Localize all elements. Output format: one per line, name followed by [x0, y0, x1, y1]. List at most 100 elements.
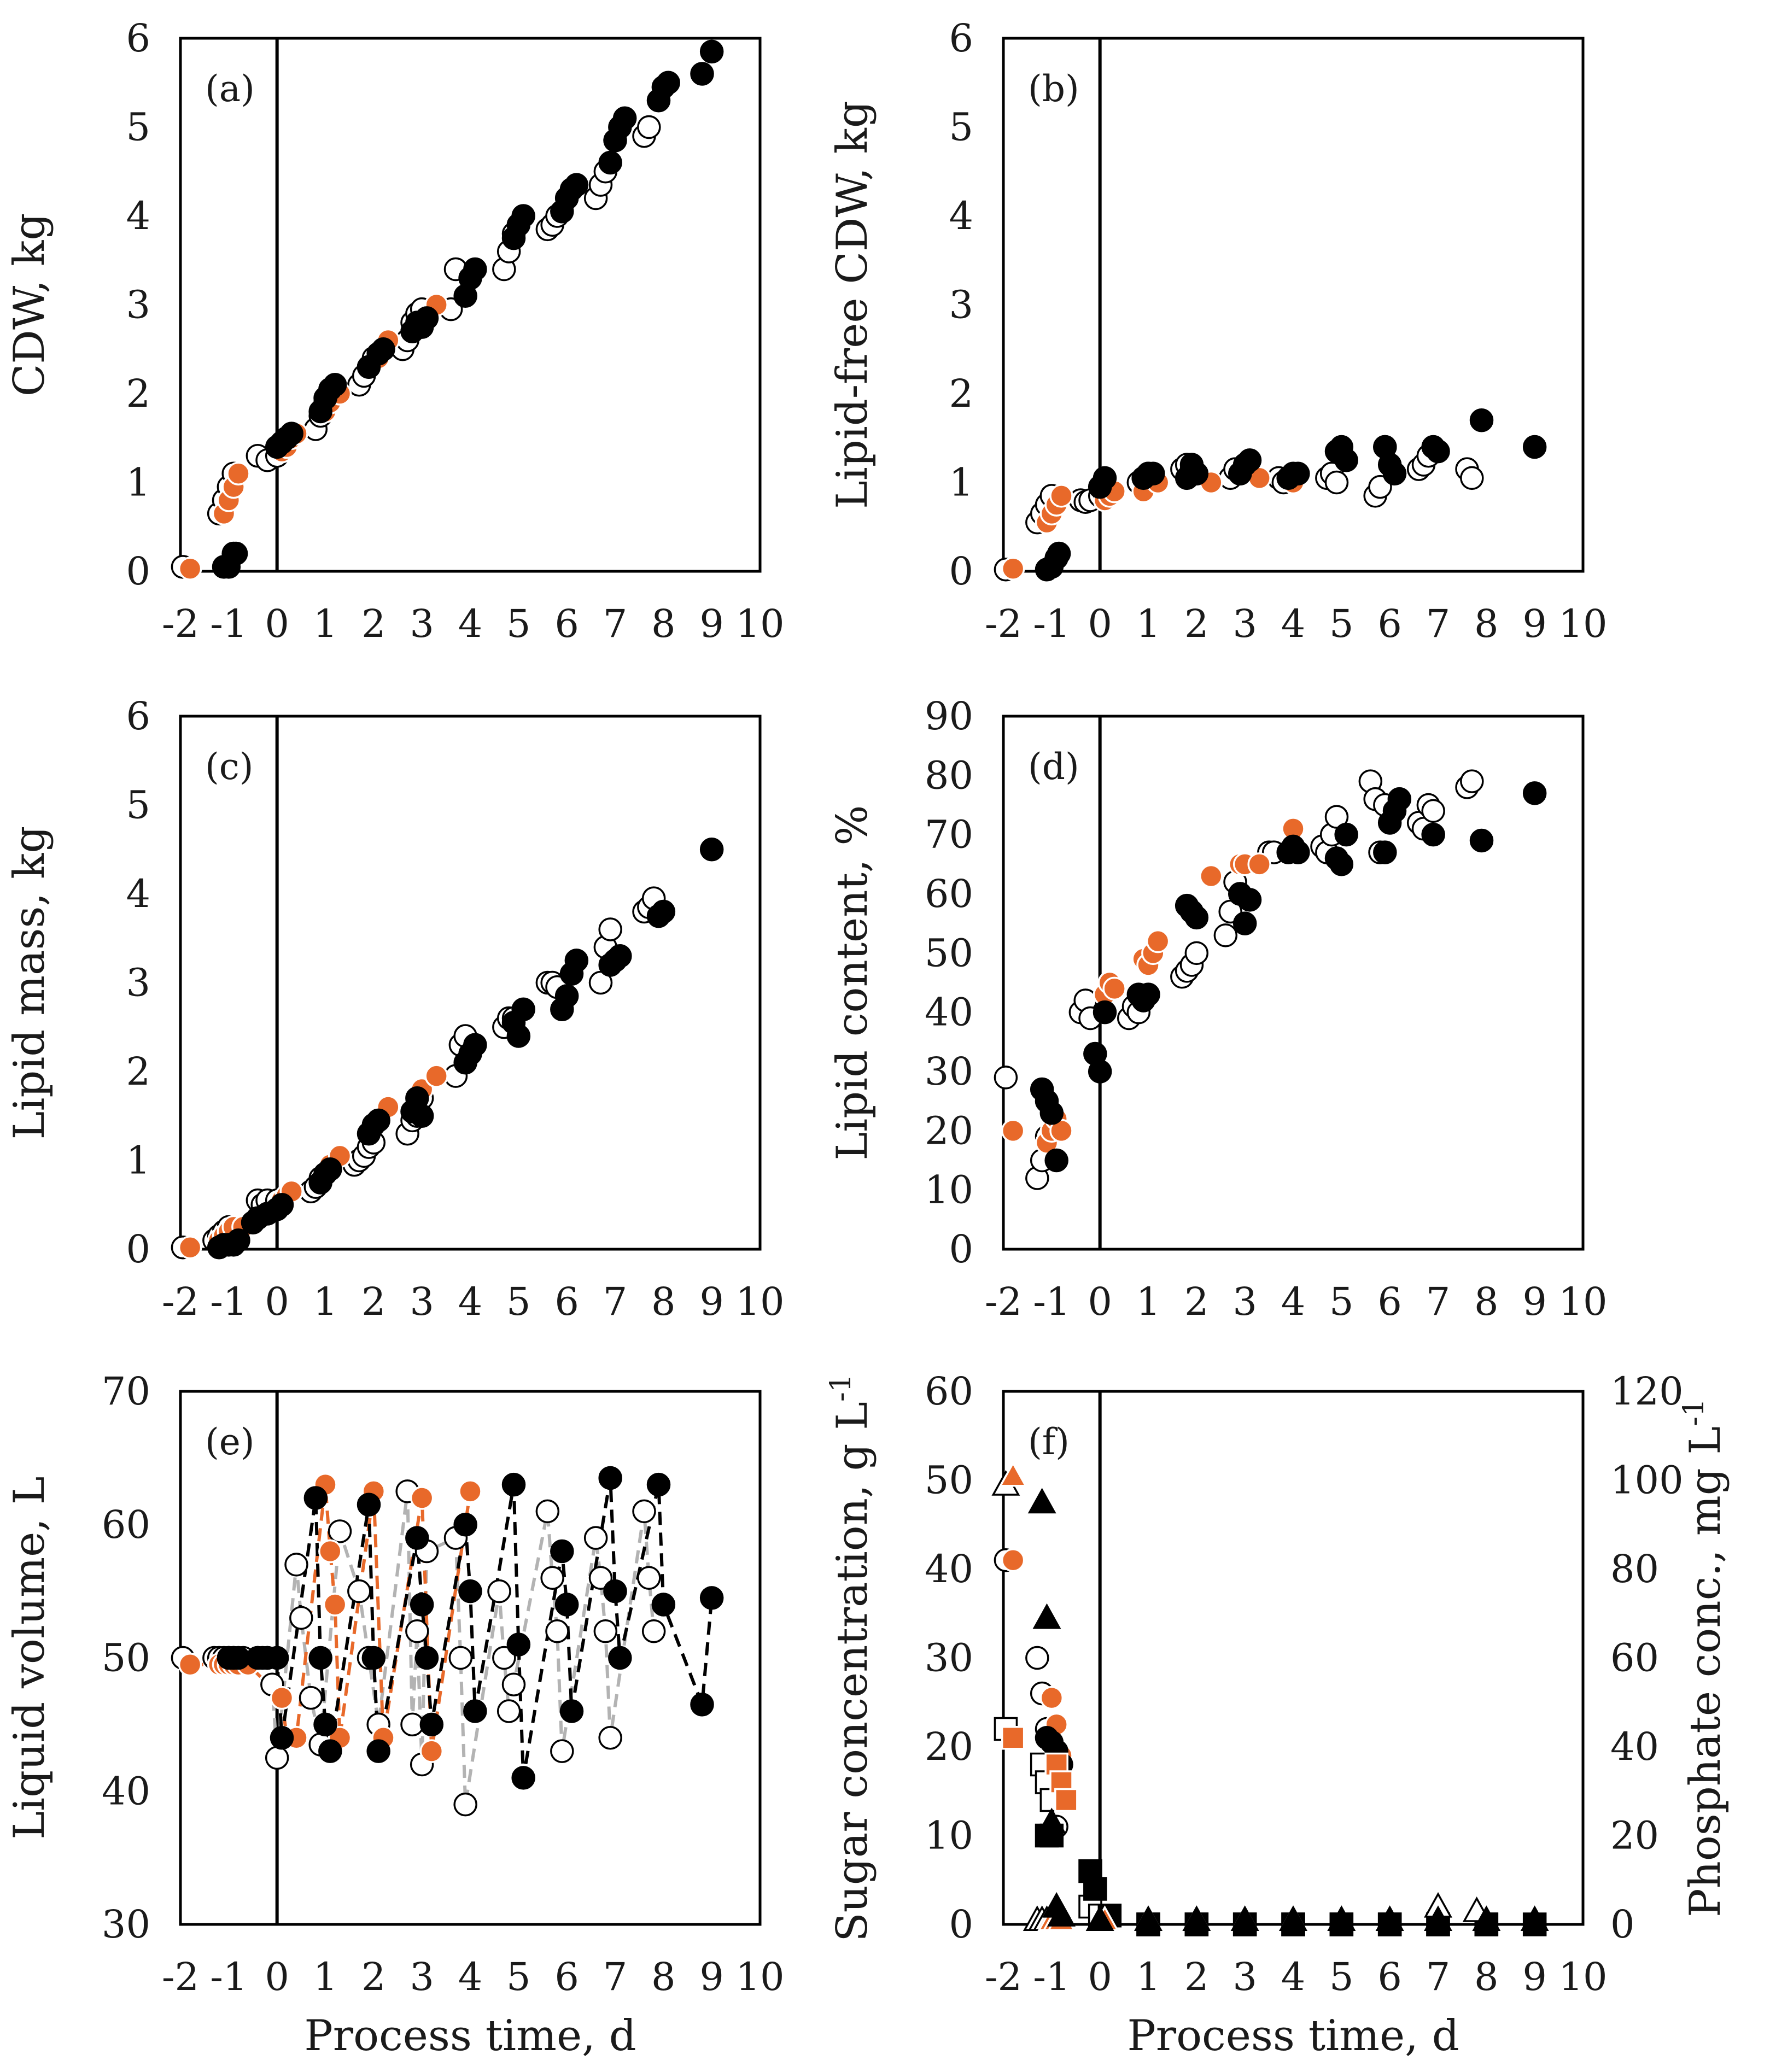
point-open	[1184, 941, 1209, 965]
point-orange	[424, 1064, 448, 1088]
point-open	[583, 1526, 608, 1550]
x-tick-label: 6	[1377, 601, 1402, 646]
x-tick-label: 4	[1281, 1954, 1306, 1999]
point-filled	[1373, 840, 1397, 864]
point-orange	[178, 557, 202, 581]
point-filled	[419, 1712, 444, 1737]
x-tick-label: 9	[699, 1279, 724, 1324]
point-filled	[1093, 1000, 1117, 1025]
panel-label: (d)	[1028, 746, 1079, 788]
y-tick-label: 60	[102, 1502, 150, 1547]
y2-tick-label: 20	[1610, 1813, 1659, 1858]
x-tick-label: 3	[410, 601, 434, 646]
x-tick-label: -2	[985, 1279, 1022, 1324]
point-filled	[603, 1579, 627, 1603]
point-filled	[1237, 448, 1262, 472]
point-filled	[1047, 541, 1071, 566]
x-tick-label: -1	[210, 1279, 247, 1324]
y-tick-label: 5	[126, 783, 150, 828]
y-tick-label: 6	[949, 16, 973, 61]
x-tick-label: -2	[985, 601, 1022, 646]
point-filled	[1469, 408, 1494, 432]
x-tick-label: 8	[1474, 1954, 1499, 1999]
point-open	[545, 1619, 569, 1643]
point-filled	[1093, 466, 1117, 490]
y-tick-label: 2	[126, 371, 150, 416]
point-orange	[410, 1486, 434, 1510]
point-filled	[361, 1646, 386, 1670]
point-triangle-filled	[1085, 1905, 1114, 1931]
x-tick-label: 6	[554, 1279, 579, 1324]
point-orange	[323, 1593, 347, 1617]
point-phosphate-filled	[1083, 1877, 1107, 1901]
y-tick-label: 70	[102, 1369, 150, 1414]
point-filled	[554, 1593, 579, 1617]
y-axis-label: Liquid volume, L	[5, 1476, 54, 1839]
x-tick-label: 1	[313, 601, 338, 646]
x-tick-label: 3	[1232, 1954, 1257, 1999]
y-tick-label: 3	[126, 283, 150, 327]
y2-tick-label: 0	[1610, 1902, 1635, 1947]
x-tick-label: 10	[735, 601, 784, 646]
point-filled	[453, 1513, 477, 1537]
y2-tick-label: 60	[1610, 1636, 1659, 1681]
x-tick-label: 8	[651, 1954, 676, 1999]
x-tick-label: 4	[458, 601, 483, 646]
x-tick-label: 8	[1474, 601, 1499, 646]
x-tick-label: 9	[699, 601, 724, 646]
point-triangle-filled	[1327, 1905, 1356, 1931]
point-filled	[699, 838, 724, 862]
x-tick-label: 1	[1136, 1954, 1161, 1999]
point-open	[632, 1499, 656, 1524]
y-tick-label: 70	[925, 812, 973, 857]
y2-tick-label: 120	[1610, 1369, 1684, 1414]
point-orange	[1049, 484, 1073, 508]
point-open	[540, 1566, 564, 1590]
x-tick-label: 10	[1558, 601, 1607, 646]
x-tick-label: 3	[1232, 1279, 1257, 1324]
point-filled	[318, 1157, 342, 1181]
y-tick-label: 50	[925, 930, 973, 975]
x-tick-label: 10	[1558, 1954, 1607, 1999]
point-phosphate-orange	[1001, 1726, 1025, 1750]
y-tick-label: 10	[925, 1813, 973, 1858]
y-tick-label: 6	[126, 16, 150, 61]
x-tick-label: 9	[699, 1954, 724, 1999]
x-tick-label: 7	[1426, 1954, 1451, 1999]
y2-tick-label: 100	[1610, 1458, 1684, 1503]
point-triangle-filled	[1472, 1905, 1501, 1931]
point-filled	[690, 1693, 714, 1717]
y-tick-label: 0	[949, 1902, 973, 1947]
point-filled	[1044, 1148, 1068, 1173]
point-filled	[1088, 1060, 1112, 1084]
y-tick-label: 10	[925, 1168, 973, 1213]
point-triangle-filled	[1424, 1905, 1452, 1931]
point-filled	[608, 1646, 632, 1670]
point-orange	[1247, 852, 1271, 876]
y-tick-label: 40	[925, 990, 973, 1035]
point-filled	[1136, 982, 1160, 1006]
y-tick-label: 50	[925, 1458, 973, 1503]
point-filled	[1522, 435, 1547, 459]
y-tick-label: 50	[102, 1636, 150, 1681]
point-open	[501, 1672, 526, 1696]
y-tick-label: 60	[925, 1369, 973, 1414]
x-tick-label: 5	[1329, 1954, 1354, 1999]
y2-tick-label: 80	[1610, 1547, 1659, 1591]
point-orange	[178, 1652, 202, 1677]
point-sugar-orange	[1001, 1548, 1025, 1572]
point-orange	[1001, 1119, 1025, 1143]
point-filled	[463, 1699, 487, 1723]
point-filled	[1141, 461, 1165, 485]
point-open	[299, 1685, 323, 1710]
point-orange	[458, 1479, 482, 1503]
point-filled	[612, 106, 637, 130]
point-triangle-filled	[1182, 1905, 1211, 1931]
y-axis-label: CDW, kg	[5, 213, 54, 397]
x-tick-label: -1	[1033, 1954, 1070, 1999]
y-tick-label: 80	[925, 753, 973, 798]
y-tick-label: 4	[126, 194, 150, 238]
point-filled	[1334, 448, 1358, 472]
point-filled	[564, 949, 589, 973]
y-tick-label: 0	[949, 1227, 973, 1272]
